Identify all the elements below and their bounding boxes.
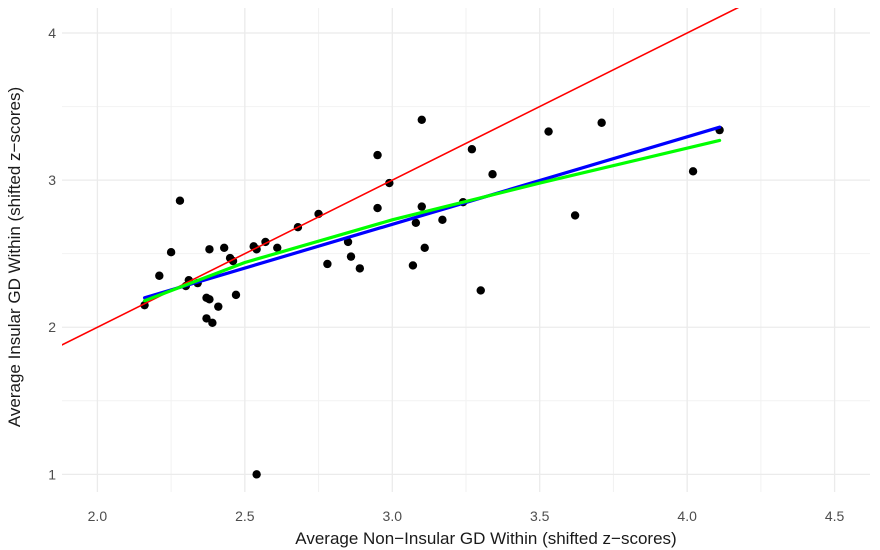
data-point	[155, 271, 164, 280]
major-grid	[62, 8, 870, 492]
y-tick-label: 4	[48, 25, 56, 41]
data-point	[273, 243, 282, 252]
data-point	[175, 196, 185, 205]
data-point	[208, 318, 217, 328]
y-axis-ticks: 1 2 3 4	[48, 25, 56, 482]
data-point	[355, 264, 365, 273]
data-point	[231, 290, 241, 300]
y-tick-label: 3	[48, 172, 56, 188]
x-tick-label: 4.5	[825, 508, 845, 524]
data-point	[323, 259, 332, 269]
fit-line	[62, 8, 740, 346]
y-tick-label: 1	[48, 466, 56, 482]
data-point	[420, 243, 429, 252]
data-point	[417, 202, 426, 211]
data-point	[688, 167, 698, 176]
x-tick-label: 2.0	[88, 508, 108, 524]
data-point	[202, 314, 211, 323]
data-point	[214, 302, 223, 311]
data-point	[467, 145, 477, 154]
fit-lines	[62, 8, 740, 346]
data-point	[417, 115, 426, 125]
fit-line	[142, 125, 722, 300]
y-tick-label: 2	[48, 319, 56, 335]
data-point	[544, 127, 553, 136]
data-point	[438, 215, 447, 225]
data-point	[252, 470, 261, 479]
data-point	[373, 150, 382, 160]
data-point	[166, 248, 176, 257]
data-point	[411, 218, 421, 227]
x-axis-title: Average Non−Insular GD Within (shifted z…	[295, 529, 676, 548]
data-point	[205, 295, 214, 304]
data-point	[373, 203, 382, 213]
data-point	[408, 261, 418, 270]
data-point	[570, 211, 580, 220]
x-tick-label: 4.0	[677, 508, 697, 524]
data-point	[476, 286, 485, 295]
x-axis-ticks: 2.0 2.5 3.0 3.5 4.0 4.5	[88, 508, 845, 524]
data-point	[205, 245, 214, 254]
x-tick-label: 2.5	[235, 508, 255, 524]
data-point	[219, 243, 229, 252]
data-point	[597, 118, 606, 127]
data-point	[346, 252, 356, 261]
data-point	[488, 170, 497, 179]
y-axis-title: Average Insular GD Within (shifted z−sco…	[5, 87, 24, 427]
data-point	[343, 237, 353, 247]
fit-line	[142, 138, 722, 303]
minor-grid	[62, 8, 870, 492]
x-tick-label: 3.0	[383, 508, 403, 524]
x-tick-label: 3.5	[530, 508, 550, 524]
